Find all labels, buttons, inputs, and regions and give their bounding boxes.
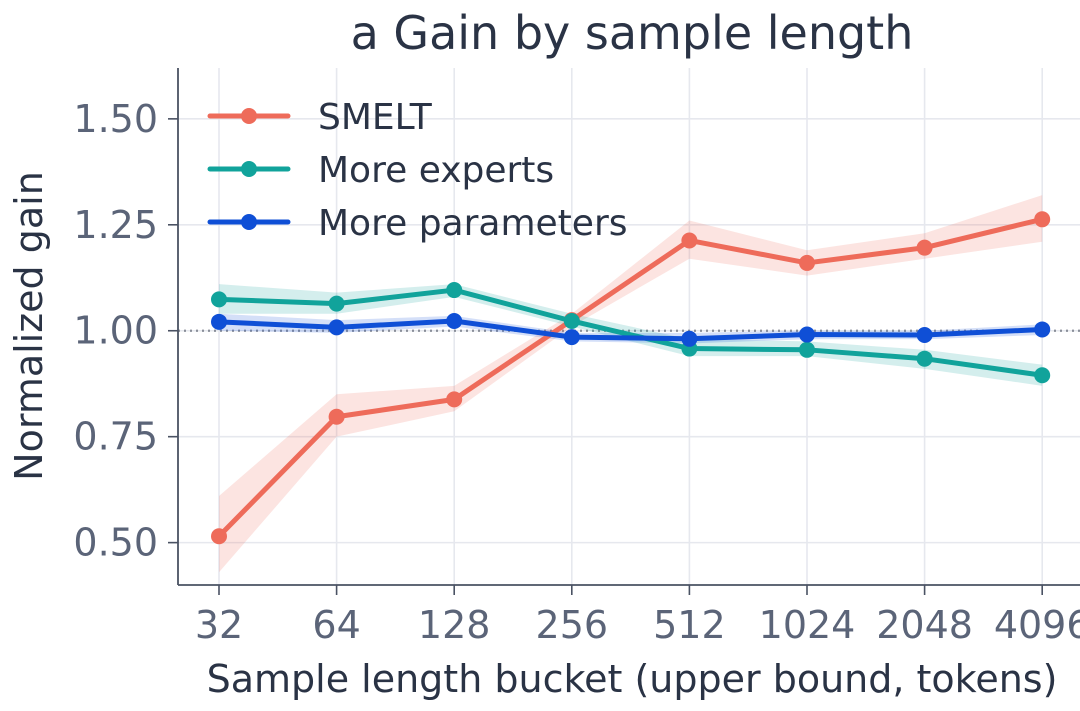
x-axis-label: Sample length bucket (upper bound, token… <box>207 657 1058 701</box>
x-tick-label: 256 <box>536 603 609 647</box>
data-point <box>799 326 815 343</box>
legend-label: More experts <box>318 150 554 191</box>
axes <box>177 68 1080 586</box>
series-line <box>216 287 1045 378</box>
x-tick-label: 128 <box>418 603 491 647</box>
legend-label: More parameters <box>318 203 628 244</box>
data-point <box>211 291 227 308</box>
data-point <box>1034 367 1051 384</box>
y-tick-label: 1.25 <box>73 203 158 247</box>
data-point <box>446 312 463 329</box>
y-tick-label: 0.75 <box>73 415 158 459</box>
series-group <box>211 312 1051 347</box>
data-point <box>328 408 345 425</box>
chart-title: a Gain by sample length <box>351 6 914 60</box>
y-tick-labels: 0.50 0.75 1.00 1.25 1.50 <box>73 97 178 565</box>
y-tick-label: 1.00 <box>73 309 158 353</box>
data-point <box>1034 321 1051 338</box>
x-tick-labels: 32 64 128 256 512 1024 2048 4096 <box>195 585 1080 647</box>
data-point <box>563 329 580 346</box>
data-point <box>328 295 345 312</box>
y-tick-label: 0.50 <box>73 521 158 565</box>
series-lines <box>211 211 1051 545</box>
y-tick-label: 1.50 <box>73 97 158 141</box>
data-point <box>799 341 815 358</box>
legend-swatch-marker <box>241 214 257 230</box>
data-point <box>328 319 345 336</box>
data-point <box>916 239 933 256</box>
data-point <box>916 326 933 343</box>
legend-swatch-marker <box>241 108 257 124</box>
data-point <box>563 312 580 329</box>
x-tick-label: 4096 <box>994 603 1080 647</box>
series-line <box>216 216 1045 539</box>
series-group <box>211 282 1051 384</box>
legend: SMELT More experts More parameters <box>207 97 628 244</box>
legend-swatch-marker <box>241 161 257 177</box>
legend-label: SMELT <box>318 97 433 138</box>
data-point <box>1034 211 1051 228</box>
data-point <box>446 391 463 408</box>
x-tick-label: 512 <box>653 603 726 647</box>
x-tick-label: 64 <box>312 603 360 647</box>
legend-item: More experts <box>207 150 554 191</box>
data-point <box>211 313 227 330</box>
y-axis-label: Normalized gain <box>7 171 51 481</box>
data-point <box>916 350 933 367</box>
x-tick-label: 2048 <box>876 603 973 647</box>
data-point <box>211 528 227 545</box>
data-point <box>681 330 698 347</box>
series-line <box>216 318 1045 342</box>
legend-item: SMELT <box>207 97 433 138</box>
x-tick-label: 1024 <box>759 603 856 647</box>
x-tick-label: 32 <box>195 603 243 647</box>
data-point <box>446 282 463 299</box>
data-point <box>681 232 698 249</box>
confidence-band <box>219 195 1043 573</box>
legend-item: More parameters <box>207 203 628 244</box>
data-point <box>799 254 815 271</box>
